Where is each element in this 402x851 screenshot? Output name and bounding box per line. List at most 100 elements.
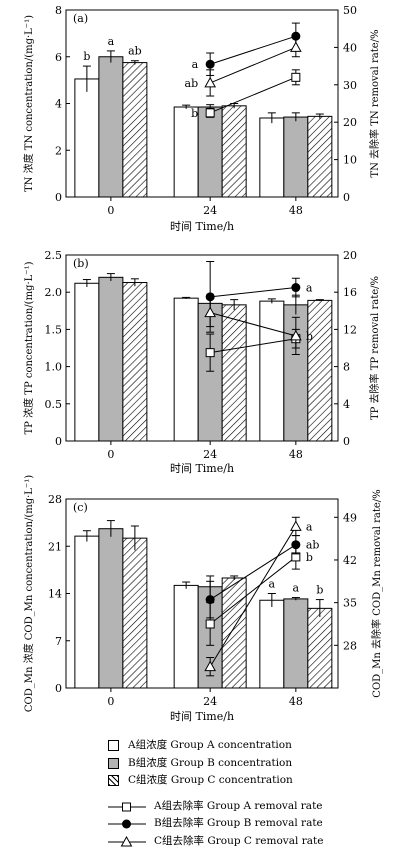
x-axis-label: 时间 Time/h — [170, 462, 234, 475]
y-tick-label: 0 — [55, 435, 62, 448]
legend-item-bar-a: A组浓度 Group A concentration — [108, 737, 398, 755]
x-tick-label: 48 — [289, 695, 303, 708]
bar — [74, 282, 100, 442]
bar — [307, 115, 333, 198]
filled-circle-icon — [108, 819, 146, 829]
y-tick-label: 0 — [55, 682, 62, 695]
legend-item-line-a: A组去除率 Group A removal rate — [108, 798, 398, 816]
series-line — [210, 338, 296, 354]
panel-label: (a) — [73, 12, 88, 25]
legend-label: B组去除率 Group B removal rate — [154, 817, 323, 829]
bar — [259, 599, 285, 689]
data-label: b — [191, 107, 198, 120]
x-axis-label: 时间 Time/h — [170, 710, 234, 723]
y2-tick-label: 50 — [343, 4, 357, 17]
y2-tick-label: 12 — [343, 323, 357, 336]
x-tick-label: 0 — [107, 448, 114, 461]
x-tick-label: 24 — [203, 448, 217, 461]
series-line — [209, 544, 297, 601]
y-tick-label: 6 — [55, 51, 62, 64]
data-label: b — [306, 330, 313, 343]
series-line — [209, 556, 297, 625]
x-tick-label: 0 — [107, 204, 114, 217]
y2-tick-label: 20 — [343, 249, 357, 262]
y2-tick-label: 0 — [343, 191, 350, 204]
open-square-icon — [108, 802, 146, 811]
bar — [173, 584, 199, 689]
data-label: ab — [185, 77, 199, 90]
legend-label: A组去除率 Group A removal rate — [154, 799, 323, 812]
x-tick-label: 48 — [289, 448, 303, 461]
point-marker — [204, 660, 217, 672]
bar — [307, 299, 333, 442]
y2-tick-label: 4 — [343, 398, 350, 411]
data-label: a — [108, 35, 115, 48]
y-tick-label: 28 — [48, 493, 62, 506]
bar — [74, 535, 100, 689]
point-marker — [205, 595, 215, 605]
data-label: b — [83, 50, 90, 63]
bar — [98, 56, 124, 198]
legend-label: B组浓度 Group B concentration — [128, 756, 293, 769]
legend-swatch-hatch — [108, 775, 119, 786]
y2-tick-label: 8 — [343, 361, 350, 374]
data-label: ab — [306, 539, 320, 552]
legend-label: A组浓度 Group A concentration — [128, 739, 292, 751]
y-tick-label: 0 — [55, 191, 62, 204]
y-tick-label: 0.5 — [45, 398, 63, 411]
legend-swatch-open — [108, 740, 119, 751]
point-marker — [204, 306, 217, 318]
y-axis-label: TN 浓度 TN concentration/(mg·L⁻¹) — [22, 15, 35, 192]
point-marker — [291, 283, 301, 293]
y-tick-label: 2.0 — [45, 286, 63, 299]
y-tick-label: 1.0 — [45, 361, 63, 374]
y2-tick-label: 35 — [343, 597, 357, 610]
y-axis-label: TP 浓度 TP concentration/(mg·L⁻¹) — [22, 261, 35, 434]
bar — [221, 304, 247, 442]
point-marker — [289, 41, 302, 52]
bar — [98, 276, 124, 442]
bar — [173, 297, 199, 442]
data-label: ab — [128, 45, 142, 58]
y-axis-label: COD_Mn 浓度 COD_Mn concentration/(mg·L⁻¹) — [22, 475, 35, 712]
y2-tick-label: 10 — [343, 154, 357, 167]
data-label: a — [306, 282, 313, 295]
data-label: b — [316, 584, 323, 597]
x-axis-label: 时间 Time/h — [170, 220, 234, 233]
data-label: a — [306, 520, 313, 533]
x-tick-label: 48 — [289, 204, 303, 217]
bar — [197, 106, 223, 198]
point-marker — [205, 619, 215, 629]
point-marker — [289, 520, 302, 531]
bar — [122, 537, 148, 689]
point-marker — [205, 348, 215, 358]
point-marker — [291, 72, 301, 82]
bar — [283, 598, 309, 689]
legend-item-bar-c: C组浓度 Group C concentration — [108, 772, 398, 790]
series-line — [210, 35, 296, 65]
open-triangle-icon — [108, 835, 146, 846]
y2-axis-label: TN 去除率 TN removal rate/% — [368, 29, 381, 177]
legend-item-line-c: C组去除率 Group C removal rate — [108, 833, 398, 851]
legend-item-bar-b: B组浓度 Group B concentration — [108, 755, 398, 773]
y2-tick-label: 16 — [343, 286, 357, 299]
data-label: b — [306, 551, 313, 564]
y2-axis-label: TP 去除率 TP removal rate/% — [368, 276, 381, 420]
y-tick-label: 14 — [48, 588, 62, 601]
bar — [259, 300, 285, 442]
y-tick-label: 4 — [55, 98, 62, 111]
series-line — [209, 46, 297, 84]
y2-tick-label: 0 — [343, 435, 350, 448]
y-tick-label: 21 — [48, 540, 62, 553]
y2-axis-label: COD_Mn 去除率 COD_Mn removal rate/% — [370, 489, 383, 697]
point-marker — [204, 76, 217, 88]
y2-tick-label: 30 — [343, 79, 357, 92]
x-tick-label: 24 — [203, 695, 217, 708]
legend: A组浓度 Group A concentration B组浓度 Group B … — [108, 737, 398, 850]
panel-label: (b) — [73, 257, 89, 270]
bar — [122, 282, 148, 442]
legend-item-line-b: B组去除率 Group B removal rate — [108, 815, 398, 833]
bar — [283, 116, 309, 198]
point-marker — [205, 59, 215, 69]
